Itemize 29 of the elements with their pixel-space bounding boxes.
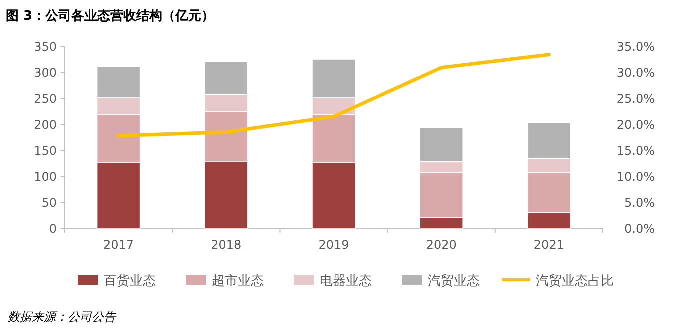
y2-tick-label: 10.0% bbox=[616, 170, 655, 184]
y-tick-label: 150 bbox=[34, 144, 57, 158]
line-series bbox=[117, 53, 551, 138]
legend-label: 汽贸业态占比 bbox=[536, 274, 614, 289]
source-note: 数据来源：公司公告 bbox=[8, 310, 117, 324]
chart-title: 图 3：公司各业态营收结构（亿元） bbox=[6, 8, 215, 24]
x-tick-label: 2020 bbox=[426, 238, 457, 252]
legend-label: 超市业态 bbox=[212, 274, 264, 289]
x-tick-label: 2019 bbox=[318, 238, 350, 252]
y-tick-label: 300 bbox=[34, 66, 57, 80]
legend-label: 汽贸业态 bbox=[428, 274, 480, 289]
y2-tick-label: 5.0% bbox=[624, 196, 655, 210]
y2-tick-label: 25.0% bbox=[616, 92, 655, 106]
y-tick-label: 200 bbox=[34, 118, 57, 132]
y-tick-label: 100 bbox=[34, 170, 57, 184]
y-tick-label: 350 bbox=[34, 40, 57, 54]
legend-label: 电器业态 bbox=[320, 274, 372, 289]
y-tick-label: 0 bbox=[49, 222, 57, 236]
y-tick-label: 250 bbox=[34, 92, 57, 106]
y2-tick-label: 35.0% bbox=[616, 40, 655, 54]
y-tick-label: 50 bbox=[42, 196, 57, 210]
y2-tick-label: 0.0% bbox=[624, 222, 655, 236]
y2-tick-label: 20.0% bbox=[616, 118, 655, 132]
legend-label: 百货业态 bbox=[104, 274, 156, 289]
y2-tick-label: 30.0% bbox=[616, 66, 655, 80]
x-tick-label: 2017 bbox=[104, 238, 134, 252]
x-tick-label: 2018 bbox=[211, 238, 242, 252]
x-tick-label: 2021 bbox=[534, 238, 564, 252]
y2-tick-label: 15.0% bbox=[616, 144, 655, 158]
